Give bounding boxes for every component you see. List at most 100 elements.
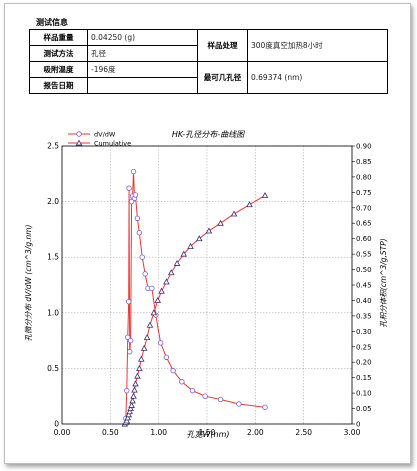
y-right-tick-label: 0.50: [356, 266, 372, 274]
cumulative-data-point: [230, 210, 238, 217]
dv-dw-data-point: [136, 230, 143, 236]
most-probable-label: 最可几孔径: [197, 61, 248, 94]
y-right-tick-label: 0.90: [356, 143, 372, 151]
dv-dw-data-point: [125, 298, 132, 305]
cumulative-data-point: [217, 219, 224, 226]
cumulative-data-point: [158, 287, 165, 294]
y-left-tick-label: 0.5: [47, 364, 59, 373]
y-left-tick-label: 0: [54, 420, 59, 429]
dv-dw-data-point: [130, 168, 137, 175]
cumulative-data-point: [143, 334, 151, 340]
cumulative-data-point: [128, 402, 135, 408]
cumulative-data-point: [131, 386, 138, 393]
cumulative-data-point: [124, 414, 132, 421]
dv-dw-data-point: [126, 349, 133, 355]
cumulative-data-point: [129, 397, 136, 404]
y-right-tick-label: 0.15: [356, 374, 372, 382]
cumulative-data-point: [134, 372, 141, 379]
y-right-tick-label: 0.20: [356, 359, 372, 367]
x-tick-label: 3.00: [344, 428, 361, 437]
most-probable-value: 0.69374 (nm): [247, 61, 388, 94]
dv-dw-data-point: [142, 271, 148, 277]
cumulative-data-point: [140, 344, 148, 351]
y-right-tick-label: 0.45: [356, 282, 372, 290]
x-tick-label: 0.50: [102, 428, 119, 437]
report-date-value: [87, 77, 198, 94]
cumulative-data-point: [146, 321, 154, 328]
axis-ticks: 0.00 0.50 1.00 1.50 2.00 2.50 3.0000.51.01.52.…: [47, 142, 372, 438]
x-axis-label: 孔宽W(nm): [186, 430, 229, 439]
cumulative-data-point: [136, 364, 143, 371]
dv-dw-data-point: [127, 337, 134, 344]
grid-lines: [61, 145, 353, 425]
y-left-tick-label: 1.5: [47, 253, 59, 262]
y-right-tick-label: 0.30: [356, 328, 372, 336]
cumulative-data-point: [173, 259, 181, 266]
y-left-tick-label: 2.0: [47, 197, 59, 206]
y-right-tick-label: 0.05: [356, 405, 372, 413]
cumulative-data-point: [127, 405, 134, 412]
cumulative-data-point: [137, 355, 145, 362]
cumulative-data-point: [205, 227, 213, 234]
y-right-tick-label: 0: [356, 421, 360, 429]
series-group: [121, 168, 269, 427]
legend-marker: [76, 131, 82, 137]
dv-dw-data-point: [128, 198, 135, 205]
table-row: 吸附温度 -196度 最可几孔径 0.69374 (nm): [29, 61, 388, 94]
y-right-tick-label: 0.80: [356, 173, 372, 181]
dv-dw-data-point: [125, 334, 131, 340]
y-right-tick-label: 0.10: [356, 390, 372, 398]
chart-title: HK-孔径分布-曲线图: [172, 130, 245, 139]
y-right-tick-label: 0.40: [356, 297, 372, 305]
table-row: 样品重量 0.04250 (g) 样品处理 300度真空加热8小时: [29, 29, 388, 62]
cumulative-data-point: [125, 411, 132, 418]
y-right-tick-label: 0.65: [356, 220, 372, 228]
legend-label-cumulative: Cumulative: [94, 140, 131, 148]
cumulative-data-point: [163, 278, 170, 285]
cumulative-data-point: [130, 392, 137, 399]
x-tick-label: 2.00: [247, 428, 264, 437]
y-right-tick-label: 0.60: [356, 235, 372, 243]
y-right-tick-label: 0.35: [356, 312, 372, 320]
y-right-tick-label: 0.85: [356, 158, 372, 166]
cumulative-data-point: [150, 309, 158, 316]
cumulative-data-point: [132, 380, 139, 387]
sample-treatment-label: 样品处理: [197, 29, 248, 62]
y-axis-left-label: 孔微分分布 dV/dW (cm^3/g.nm): [24, 224, 33, 341]
y-right-tick-label: 0.25: [356, 343, 372, 351]
info-table: 样品重量 0.04250 (g) 样品处理 300度真空加热8小时 测试方法 孔…: [29, 29, 388, 94]
dv-dw-data-point: [126, 185, 132, 191]
cumulative-data-point: [261, 191, 269, 198]
x-tick-label: 2.50: [295, 428, 312, 437]
x-tick-label: 1.00: [150, 428, 167, 437]
dv-dw-data-point: [149, 285, 155, 292]
y-left-tick-label: 2.5: [47, 142, 59, 151]
dv-dw-data-point: [189, 387, 196, 394]
cumulative-data-point: [187, 242, 194, 249]
dv-dw-data-point: [170, 367, 176, 374]
y-right-tick-label: 0.70: [356, 204, 372, 212]
dv-dw-data-point: [262, 404, 268, 411]
dv-dw-data-point: [132, 192, 139, 198]
cumulative-data-point: [246, 201, 253, 208]
cumulative-data-point: [123, 417, 131, 424]
dv-dw-series-line: [125, 171, 266, 419]
y-right-tick-label: 0.75: [356, 189, 372, 197]
cumulative-data-point: [154, 297, 161, 303]
y-left-tick-label: 1.0: [47, 308, 59, 317]
dv-dw-data-point: [139, 254, 145, 260]
y-axis-right-label: 孔积分体积(cm^3/g,STP): [379, 238, 388, 327]
dv-dw-data-point: [134, 215, 141, 221]
dv-dw-data-point: [217, 396, 224, 403]
dv-dw-data-point: [202, 393, 208, 399]
legend-label-dv-dw: dV/dW: [94, 131, 116, 139]
y-right-tick-label: 0.55: [356, 251, 372, 259]
sample-treatment-value: 300度真空加热8小时: [247, 29, 388, 62]
cumulative-data-point: [167, 269, 175, 276]
cumulative-data-point: [195, 235, 203, 242]
cumulative-data-point: [180, 250, 188, 257]
table-row: 报告日期: [29, 77, 388, 94]
section-title: 测试信息: [36, 18, 68, 27]
